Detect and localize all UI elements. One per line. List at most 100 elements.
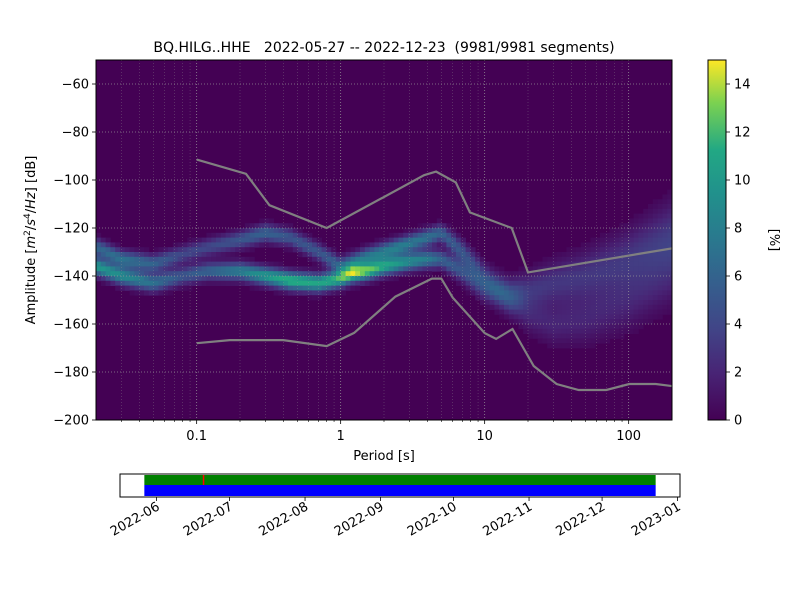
density-cell: [643, 285, 649, 291]
density-cell: [153, 280, 159, 286]
y-tick-label: −120: [53, 222, 89, 237]
density-cell: [470, 276, 476, 282]
density-cell: [408, 271, 414, 277]
density-cell: [648, 213, 654, 219]
density-cell: [595, 252, 601, 258]
density-cell: [609, 266, 615, 272]
density-cell: [628, 247, 634, 253]
density-cell: [652, 314, 658, 320]
density-cell: [585, 319, 591, 325]
density-cell: [321, 242, 327, 248]
density-cell: [201, 252, 207, 258]
density-cell: [652, 247, 658, 253]
density-cell: [480, 256, 486, 262]
density-cell: [273, 290, 279, 296]
density-cell: [244, 276, 250, 282]
density-cell: [571, 328, 577, 334]
density-cell: [662, 208, 668, 214]
density-cell: [494, 266, 500, 272]
density-cell: [225, 247, 231, 253]
time-tick-label: 2022-10: [405, 499, 460, 539]
density-cell: [240, 242, 246, 248]
density-cell: [360, 276, 366, 282]
density-cell: [628, 232, 634, 238]
density-cell: [518, 280, 524, 286]
density-cell: [163, 256, 169, 262]
density-cell: [120, 256, 126, 262]
density-cell: [595, 237, 601, 243]
density-cell: [523, 314, 529, 320]
density-cell: [604, 295, 610, 301]
density-cell: [182, 261, 188, 267]
density-cell: [369, 242, 375, 248]
density-cell: [139, 261, 145, 267]
density-cell: [158, 276, 164, 282]
density-cell: [206, 232, 212, 238]
density-cell: [484, 266, 490, 272]
density-cell: [508, 309, 514, 315]
density-cell: [364, 280, 370, 286]
density-cell: [100, 252, 106, 258]
density-cell: [528, 285, 534, 291]
density-cell: [206, 261, 212, 267]
density-cell: [600, 324, 606, 330]
density-cell: [628, 309, 634, 315]
density-cell: [177, 256, 183, 262]
density-cell: [148, 290, 154, 296]
density-cell: [177, 247, 183, 253]
density-cell: [441, 252, 447, 258]
density-cell: [619, 223, 625, 229]
density-cell: [321, 290, 327, 296]
density-cell: [388, 237, 394, 243]
density-cell: [408, 228, 414, 234]
density-cell: [600, 252, 606, 258]
density-cell: [595, 314, 601, 320]
density-cell: [446, 223, 452, 229]
density-cell: [432, 252, 438, 258]
density-cell: [316, 276, 322, 282]
density-cell: [182, 252, 188, 258]
density-cell: [604, 324, 610, 330]
density-cell: [446, 242, 452, 248]
coverage-timeline: 2022-06 2022-07 2022-08 2022-09 2022-10 2022-…: [108, 473, 684, 540]
density-cell: [216, 237, 222, 243]
density-cell: [417, 247, 423, 253]
density-cell: [432, 266, 438, 272]
density-cell: [556, 324, 562, 330]
density-cell: [657, 276, 663, 282]
density-cell: [576, 300, 582, 306]
density-cell: [321, 261, 327, 267]
density-cell: [600, 295, 606, 301]
density-cell: [580, 271, 586, 277]
density-cell: [259, 237, 265, 243]
density-cell: [134, 261, 140, 267]
density-cell: [244, 271, 250, 277]
density-cell: [465, 266, 471, 272]
density-cell: [489, 276, 495, 282]
density-cell: [336, 290, 342, 296]
density-cell: [312, 252, 318, 258]
density-cell: [249, 237, 255, 243]
density-cell: [283, 223, 289, 229]
density-cell: [451, 271, 457, 277]
density-cell: [259, 218, 265, 224]
density-cell: [523, 300, 529, 306]
density-cell: [225, 280, 231, 286]
density-cell: [105, 261, 111, 267]
density-cell: [177, 280, 183, 286]
density-cell: [211, 266, 217, 272]
density-cell: [484, 295, 490, 301]
density-cell: [163, 266, 169, 272]
colorbar-tick-label: 4: [734, 318, 742, 333]
density-cell: [441, 237, 447, 243]
density-cell: [580, 328, 586, 334]
density-cell: [537, 285, 543, 291]
density-cell: [163, 252, 169, 258]
density-cell: [657, 285, 663, 291]
density-cell: [316, 271, 322, 277]
density-cell: [638, 223, 644, 229]
x-tick-label: 1: [337, 429, 345, 444]
density-cell: [422, 247, 428, 253]
density-cell: [494, 290, 500, 296]
density-cell: [566, 295, 572, 301]
